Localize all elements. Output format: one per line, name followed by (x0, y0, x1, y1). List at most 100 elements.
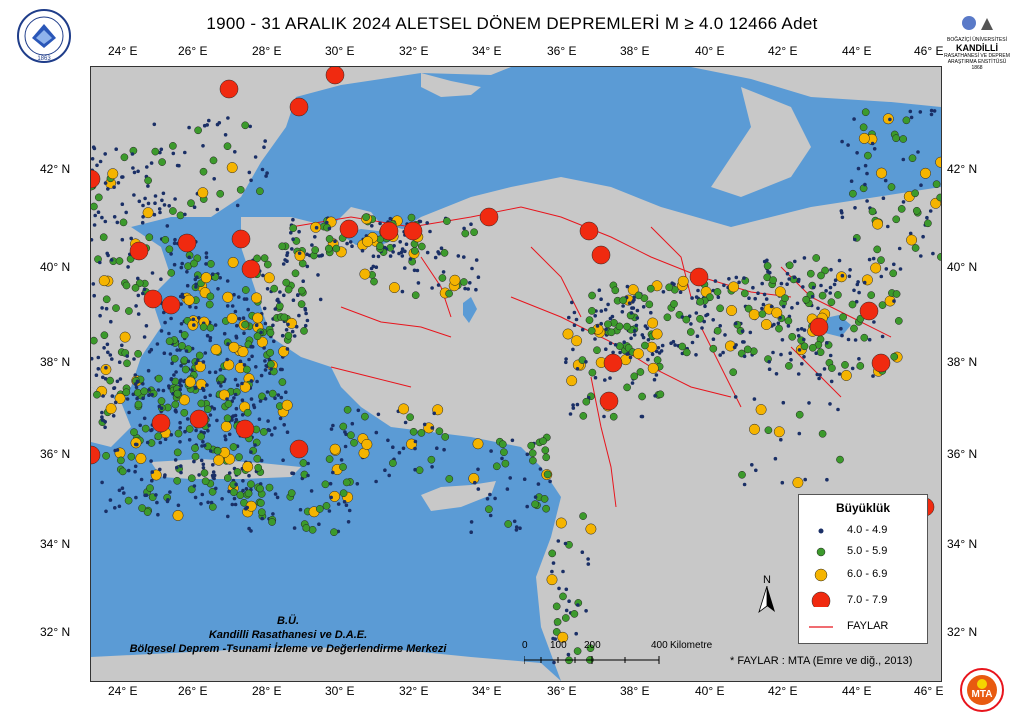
quake-m4 (220, 497, 224, 501)
quake-m4 (797, 431, 802, 436)
fault-line (330, 366, 412, 388)
quake-m4 (500, 456, 504, 461)
quake-m6 (98, 275, 110, 287)
quake-m5 (665, 283, 674, 292)
quake-m4 (226, 514, 230, 519)
quake-m4 (143, 493, 147, 498)
quake-m4 (175, 348, 179, 352)
quake-m5 (270, 284, 279, 293)
quake-m7 (325, 67, 345, 85)
quake-m4 (571, 406, 576, 410)
quake-m4 (125, 354, 129, 358)
quake-m4 (194, 282, 198, 287)
quake-m4 (157, 404, 162, 409)
quake-m4 (167, 204, 171, 208)
quake-m4 (657, 351, 662, 355)
quake-m4 (404, 242, 409, 246)
legend-label-4: 4.0 - 4.9 (847, 524, 888, 536)
quake-m4 (608, 376, 612, 380)
quake-m5 (441, 433, 450, 441)
quake-m4 (125, 397, 130, 401)
quake-m4 (883, 178, 888, 183)
lon-top-label-6: 36° E (547, 44, 577, 58)
quake-m4 (101, 375, 105, 380)
quake-m4 (136, 312, 141, 316)
quake-m4 (908, 231, 913, 236)
quake-m6 (286, 317, 298, 329)
quake-m4 (233, 502, 238, 507)
quake-m4 (862, 280, 867, 285)
quake-m6 (840, 370, 852, 381)
quake-m5 (223, 414, 232, 423)
quake-m6 (872, 218, 884, 230)
quake-m5 (124, 496, 133, 505)
quake-m4 (212, 177, 216, 181)
quake-m4 (147, 388, 151, 392)
quake-m4 (632, 295, 637, 299)
quake-m4 (694, 353, 698, 357)
quake-m4 (184, 349, 189, 353)
lat-right-label-0: 42° N (947, 162, 978, 176)
quake-m4 (105, 342, 110, 347)
quake-m4 (183, 429, 187, 434)
quake-m4 (436, 283, 441, 287)
quake-m5 (151, 147, 160, 156)
quake-m4 (740, 329, 745, 334)
quake-m4 (91, 157, 95, 161)
quake-m4 (814, 351, 818, 356)
quake-m4 (165, 499, 170, 504)
quake-m4 (161, 191, 166, 196)
quake-m5 (130, 428, 138, 437)
quake-m4 (240, 413, 245, 417)
land-egypt-coast (91, 647, 561, 681)
quake-m4 (656, 346, 661, 350)
scale-tick-0: 0 (522, 640, 528, 651)
quake-m5 (173, 448, 182, 457)
quake-m4 (202, 123, 207, 128)
quake-m4 (146, 201, 151, 206)
legend-item-6: 6.0 - 6.9 (809, 567, 921, 583)
quake-m4 (564, 357, 568, 361)
fault-line (700, 326, 742, 408)
quake-m4 (91, 145, 96, 149)
quake-m6 (359, 268, 371, 280)
quake-m4 (370, 224, 374, 228)
quake-m4 (290, 329, 295, 334)
quake-m5 (195, 351, 204, 360)
quake-m5 (299, 459, 308, 467)
quake-m4 (342, 500, 347, 504)
quake-m5 (427, 455, 436, 464)
quake-m4 (136, 293, 141, 298)
quake-m4 (169, 433, 174, 437)
quake-m5 (678, 342, 687, 351)
quake-m4 (158, 440, 163, 445)
quake-m4 (242, 331, 246, 336)
quake-m5 (800, 342, 809, 351)
quake-m4 (514, 528, 519, 532)
quake-m4 (493, 496, 497, 501)
quake-m4 (754, 468, 758, 473)
quake-m4 (613, 343, 618, 347)
quake-m4 (856, 166, 861, 171)
quake-m4 (892, 262, 896, 267)
quake-m4 (593, 337, 597, 341)
quake-m5 (289, 224, 298, 233)
quake-m4 (401, 446, 406, 451)
quake-m5 (253, 332, 262, 341)
quake-m4 (272, 339, 276, 344)
quake-m5 (161, 235, 170, 244)
fault-line (530, 246, 582, 318)
quake-m4 (144, 324, 149, 328)
quake-m6 (263, 272, 275, 284)
lon-bottom-label-0: 24° E (108, 684, 138, 698)
legend-item-4: 4.0 - 4.9 (809, 523, 921, 539)
quake-m5 (709, 344, 718, 353)
quake-m4 (510, 438, 515, 443)
quake-m5 (911, 189, 919, 198)
quake-m4 (652, 377, 657, 382)
quake-m6 (361, 438, 373, 450)
quake-m5 (284, 331, 293, 340)
quake-m4 (525, 452, 530, 457)
quake-m4 (470, 266, 474, 271)
quake-m5 (623, 383, 631, 392)
